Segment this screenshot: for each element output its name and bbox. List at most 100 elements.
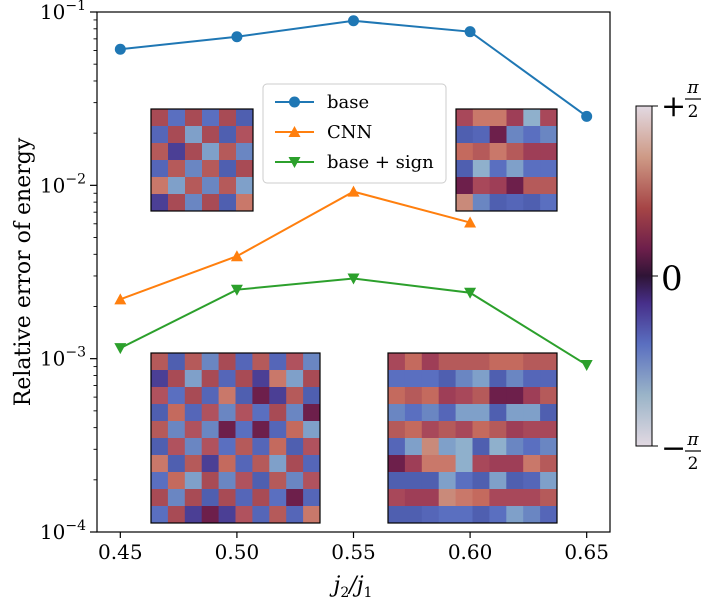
inset-pixel [438, 472, 456, 490]
inset-pixel [167, 455, 186, 473]
inset-pixel [472, 472, 490, 490]
colorbar-bottom-denominator: 2 [688, 454, 699, 474]
y-tick-label: 10−4 [40, 518, 86, 544]
inset-pixel [455, 370, 473, 388]
inset-pixel [218, 421, 236, 439]
inset-pixel [404, 421, 423, 439]
data-point [230, 250, 243, 262]
inset-pixel [506, 109, 524, 127]
inset-pixel [523, 177, 541, 195]
inset-pixel [218, 404, 236, 422]
data-point [114, 293, 127, 305]
inset-pixel [456, 143, 474, 161]
inset-pixel [472, 353, 490, 371]
inset-pixel [404, 472, 423, 490]
series-line-2 [119, 277, 588, 366]
inset-pixel [404, 438, 423, 456]
inset-images [150, 108, 558, 524]
inset-pixel [540, 506, 558, 524]
inset-pixel [455, 472, 473, 490]
inset-pixel [421, 404, 440, 422]
data-point [230, 284, 243, 296]
inset-pixel [506, 126, 524, 144]
inset-pixel [456, 126, 474, 144]
inset-pixel [303, 370, 321, 388]
inset-pixel [540, 160, 558, 178]
data-point [464, 216, 477, 228]
inset-pixel [168, 109, 186, 127]
colorbar-top-pi: π [686, 78, 699, 98]
inset-pixel [252, 506, 270, 524]
inset-pixel [236, 160, 254, 178]
inset-pixel [404, 489, 423, 507]
inset-pixel [151, 143, 169, 161]
inset-pixel [184, 387, 203, 405]
inset-pixel [489, 143, 507, 161]
x-label-j2: j [329, 573, 341, 598]
data-point [231, 31, 243, 43]
inset-pixel [184, 421, 203, 439]
x-label-slash-j: /j [347, 573, 363, 598]
inset-pixel [540, 370, 558, 388]
inset-pixel [523, 438, 541, 456]
inset-pixel [472, 506, 490, 524]
inset-pixel [252, 489, 270, 507]
inset-pixel [286, 455, 304, 473]
inset-pixel [235, 438, 253, 456]
inset-pixel [506, 472, 524, 490]
inset-pixel [523, 489, 541, 507]
data-point [114, 43, 126, 55]
inset-pixel [489, 506, 507, 524]
x-label-sub2: 2 [340, 585, 349, 601]
inset-pixel [540, 143, 558, 161]
inset-pixel [236, 109, 254, 127]
inset-bottom-right [387, 352, 558, 524]
inset-pixel [219, 109, 237, 127]
inset-pixel [184, 455, 203, 473]
inset-pixel [252, 404, 270, 422]
inset-pixel [523, 109, 541, 127]
inset-pixel [151, 353, 169, 371]
inset-pixel [235, 489, 253, 507]
inset-pixel [506, 506, 524, 524]
inset-pixel [456, 160, 474, 178]
inset-pixel [201, 404, 219, 422]
inset-pixel [404, 404, 423, 422]
inset-pixel [388, 370, 406, 388]
inset-pixel [184, 506, 203, 524]
inset-pixel [388, 455, 406, 473]
inset-pixel [472, 421, 490, 439]
inset-pixel [167, 472, 186, 490]
inset-pixel [184, 489, 203, 507]
inset-pixel [404, 353, 423, 371]
inset-pixel [286, 438, 304, 456]
inset-pixel [151, 194, 169, 212]
inset-pixel [489, 438, 507, 456]
inset-pixel [421, 370, 440, 388]
inset-pixel [388, 472, 406, 490]
inset-pixel [489, 126, 507, 144]
inset-pixel [303, 387, 321, 405]
inset-pixel [489, 472, 507, 490]
inset-pixel [201, 370, 219, 388]
inset-border [150, 352, 321, 524]
inset-pixel [523, 506, 541, 524]
inset-pixel [235, 506, 253, 524]
inset-pixel [185, 109, 203, 127]
inset-pixel [489, 370, 507, 388]
inset-pixel [235, 455, 253, 473]
inset-pixel [168, 126, 186, 144]
inset-pixel [303, 404, 321, 422]
inset-pixel [303, 455, 321, 473]
inset-pixel [472, 126, 491, 144]
inset-pixel [388, 438, 406, 456]
inset-pixel [185, 177, 203, 195]
inset-pixel [286, 387, 304, 405]
y-axis: 10−1 10−2 10−3 10−4 [40, 0, 97, 544]
colorbar-plus-sign: + [661, 89, 686, 124]
x-tick-label: 0.55 [331, 540, 376, 564]
inset-pixel [388, 421, 406, 439]
inset-pixel [167, 404, 186, 422]
inset-pixel [201, 489, 219, 507]
inset-pixel [286, 353, 304, 371]
